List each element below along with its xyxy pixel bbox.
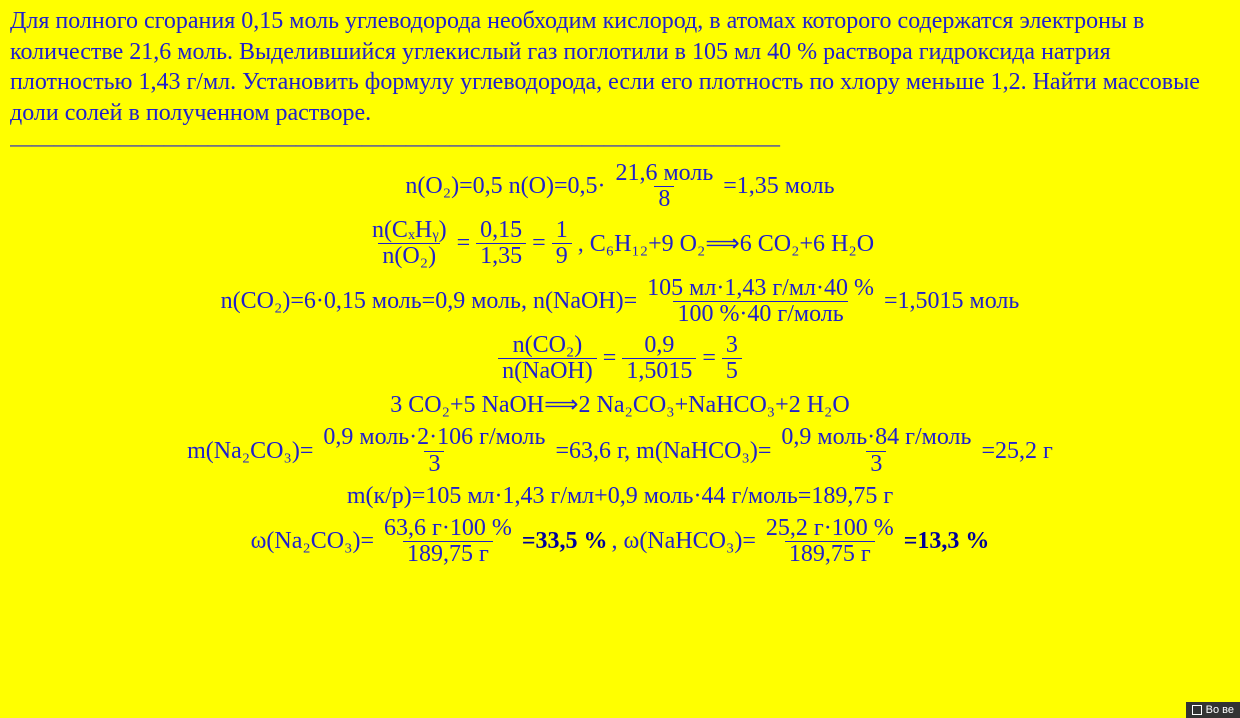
eq1-num: 21,6 моль: [611, 161, 717, 186]
eq5-text: 3 CO₂+5 NaOH⟹2 Na₂CO₃+NaHCO₃+2 H₂O: [390, 390, 849, 419]
eq4-frac3-den: 5: [722, 358, 742, 384]
eq6-frac2: 0,9 моль·84 г/моль 3: [777, 425, 975, 476]
eq6-frac1: 0,9 моль·2·106 г/моль 3: [319, 425, 549, 476]
eq8-f2-num: 25,2 г·100 %: [762, 516, 898, 541]
eq2-tail: , C₆H₁₂+9 O₂⟹6 CO₂+6 H₂O: [578, 229, 874, 258]
eq2-frac1: n(CₓHᵧ) n(O₂): [368, 218, 451, 269]
eq8-f1-num: 63,6 г·100 %: [380, 516, 516, 541]
solution-work: n(O₂)=0,5 n(O)=0,5· 21,6 моль 8 =1,35 мо…: [10, 161, 1230, 567]
eq4-eq-a: =: [603, 345, 617, 372]
eq4-frac1: n(CO₂) n(NaOH): [498, 333, 597, 384]
eq6-f1-den: 3: [424, 451, 444, 477]
eq4-frac3: 3 5: [722, 333, 742, 384]
equation-8: ω(Na₂CO₃)= 63,6 г·100 % 189,75 г =33,5 %…: [251, 516, 990, 567]
eq2-frac2-den: 1,35: [476, 243, 526, 269]
equation-6: m(Na₂CO₃)= 0,9 моль·2·106 г/моль 3 =63,6…: [187, 425, 1053, 476]
eq2-frac3-num: 1: [552, 218, 572, 243]
eq2-frac3-den: 9: [552, 243, 572, 269]
eq6-f2-num: 0,9 моль·84 г/моль: [777, 425, 975, 450]
equation-5: 3 CO₂+5 NaOH⟹2 Na₂CO₃+NaHCO₃+2 H₂O: [390, 390, 849, 419]
corner-label: Во ве: [1206, 704, 1234, 716]
eq2-frac3: 1 9: [552, 218, 572, 269]
fullscreen-corner[interactable]: Во ве: [1186, 702, 1240, 718]
eq3-frac: 105 мл·1,43 г/мл·40 % 100 %·40 г/моль: [643, 276, 878, 327]
eq2-frac1-num: n(CₓHᵧ): [368, 218, 451, 243]
eq3-left: n(CO₂)=6·0,15 моль=0,9 моль, n(NaOH)=: [221, 288, 638, 315]
eq2-frac2: 0,15 1,35: [476, 218, 526, 269]
eq6-f2-den: 3: [866, 451, 886, 477]
eq8-ans2: =13,3 %: [904, 528, 990, 555]
eq8-mid: , ω(NaHCO₃)=: [612, 528, 756, 555]
eq1-suffix: =1,35 моль: [723, 173, 834, 200]
eq2-frac1-den: n(O₂): [378, 243, 440, 269]
eq6-suffix: =25,2 г: [981, 438, 1052, 465]
eq6-f1-num: 0,9 моль·2·106 г/моль: [319, 425, 549, 450]
eq1-frac: 21,6 моль 8: [611, 161, 717, 212]
problem-text: Для полного сгорания 0,15 моль углеводор…: [10, 6, 1230, 129]
eq4-frac2: 0,9 1,5015: [622, 333, 696, 384]
equation-1: n(O₂)=0,5 n(O)=0,5· 21,6 моль 8 =1,35 мо…: [405, 161, 834, 212]
eq3-suffix: =1,5015 моль: [884, 288, 1019, 315]
eq1-den: 8: [654, 186, 674, 212]
equation-4: n(CO₂) n(NaOH) = 0,9 1,5015 = 3 5: [496, 333, 744, 384]
equation-2: n(CₓHᵧ) n(O₂) = 0,15 1,35 = 1 9 , C₆H₁₂+…: [366, 218, 874, 269]
eq2-eq-a: =: [457, 230, 471, 257]
eq4-frac1-den: n(NaOH): [498, 358, 597, 384]
eq4-frac1-num: n(CO₂): [509, 333, 587, 358]
eq4-eq-b: =: [702, 345, 716, 372]
eq3-num: 105 мл·1,43 г/мл·40 %: [643, 276, 878, 301]
eq2-eq-b: =: [532, 230, 546, 257]
eq8-f2-den: 189,75 г: [785, 541, 875, 567]
eq4-frac2-num: 0,9: [640, 333, 678, 358]
divider-line: ———————————————————————————————————: [10, 131, 1230, 157]
eq4-frac2-den: 1,5015: [622, 358, 696, 384]
eq8-left: ω(Na₂CO₃)=: [251, 528, 374, 555]
eq8-f1-den: 189,75 г: [403, 541, 493, 567]
equation-3: n(CO₂)=6·0,15 моль=0,9 моль, n(NaOH)= 10…: [221, 276, 1020, 327]
eq6-mid: =63,6 г, m(NaHCO₃)=: [555, 438, 771, 465]
eq2-frac2-num: 0,15: [476, 218, 526, 243]
eq3-den: 100 %·40 г/моль: [673, 301, 847, 327]
eq8-frac1: 63,6 г·100 % 189,75 г: [380, 516, 516, 567]
eq7-text: m(к/р)=105 мл·1,43 г/мл+0,9 моль·44 г/мо…: [347, 483, 893, 510]
eq8-frac2: 25,2 г·100 % 189,75 г: [762, 516, 898, 567]
fullscreen-icon: [1192, 705, 1202, 715]
eq6-left: m(Na₂CO₃)=: [187, 438, 313, 465]
equation-7: m(к/р)=105 мл·1,43 г/мл+0,9 моль·44 г/мо…: [347, 483, 893, 510]
eq1-prefix: n(O₂)=0,5 n(O)=0,5·: [405, 173, 605, 200]
eq8-ans1: =33,5 %: [522, 528, 608, 555]
eq4-frac3-num: 3: [722, 333, 742, 358]
